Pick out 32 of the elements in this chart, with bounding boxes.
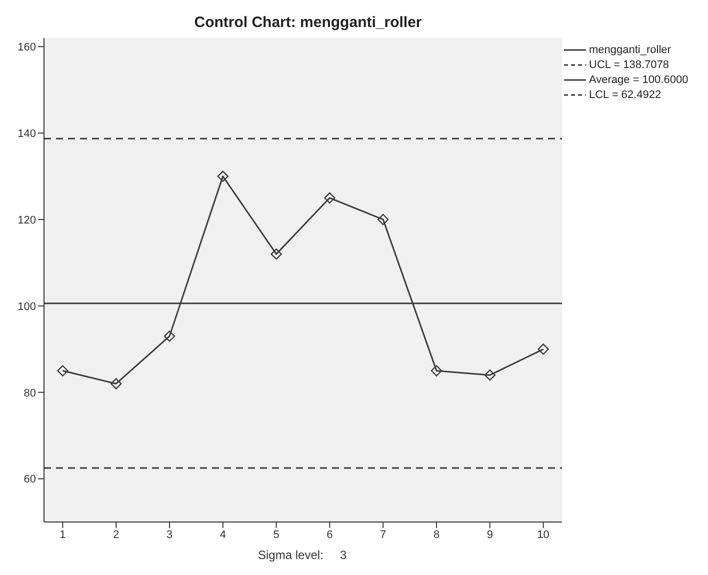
x-tick-label: 4 <box>220 528 226 541</box>
x-tick-label: 9 <box>486 528 493 541</box>
y-tick-label: 160 <box>18 42 36 54</box>
point <box>270 248 282 260</box>
point <box>484 369 496 381</box>
y-tick-label: 80 <box>24 387 36 400</box>
chart-title: Control Chart: mengganti_roller <box>193 14 423 31</box>
x-tick-label: 2 <box>113 528 120 541</box>
text: Sigma level: 3 <box>258 548 347 562</box>
y-tick-label: 100 <box>18 300 36 313</box>
legend-label: LCL = 62.4922 <box>589 88 662 100</box>
point <box>164 330 176 342</box>
legend-label: Average = 100.6000 <box>589 74 688 86</box>
x-tick-label: 3 <box>166 528 173 541</box>
legend-label: mengganti_roller <box>589 44 671 56</box>
point <box>110 378 122 390</box>
point <box>378 214 389 226</box>
y-tick-label: 120 <box>18 214 36 226</box>
legend-label: UCL = 138.7078 <box>589 58 670 70</box>
x-tick-label: 1 <box>60 528 66 541</box>
point <box>430 365 442 376</box>
x-tick-label: 8 <box>433 528 440 541</box>
x-tick-label: 10 <box>537 528 550 541</box>
x-tick-label: 6 <box>326 528 333 541</box>
point <box>57 365 68 376</box>
point <box>324 192 336 204</box>
y-tick-label: 140 <box>18 128 36 140</box>
x-tick-label: 7 <box>380 528 386 541</box>
point <box>538 344 549 355</box>
x-tick-label: 5 <box>273 528 280 541</box>
point <box>217 170 228 182</box>
y-tick-label: 60 <box>24 474 36 486</box>
